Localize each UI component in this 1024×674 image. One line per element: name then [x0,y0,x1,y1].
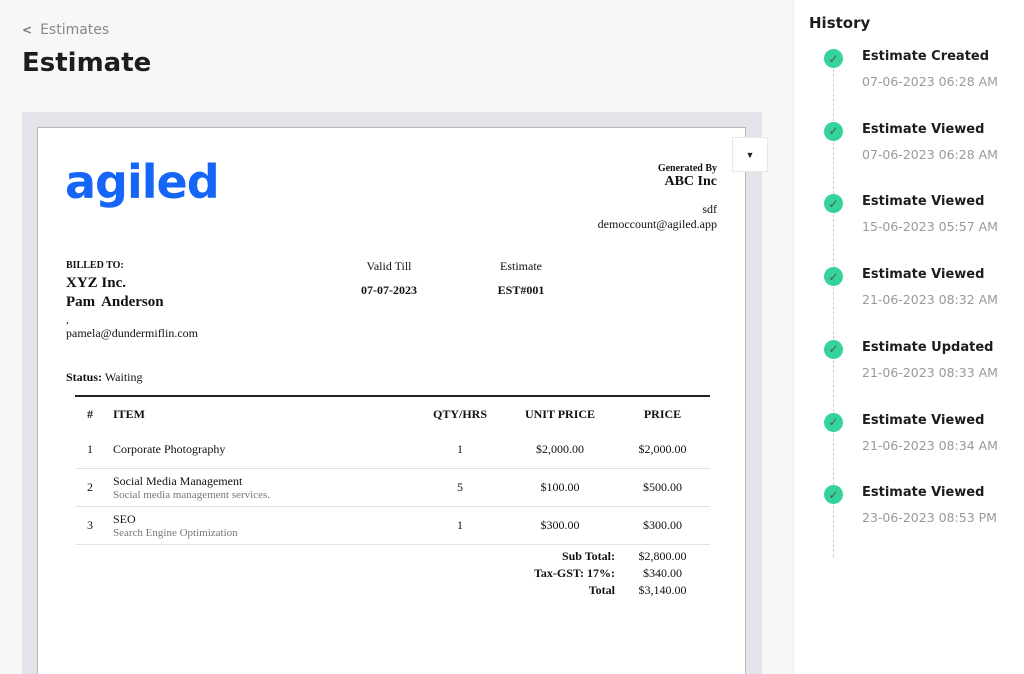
estimate-paper: ▼ agiled Generated By ABC Inc sdf democco… [37,127,768,674]
event-date: 15-06-2023 05:57 AM [862,219,998,235]
caret-down-icon: ▼ [745,149,755,160]
col-item: ITEM [113,406,146,421]
total-value: $3,140.00 [638,583,687,597]
back-to-estimates-link[interactable]: < Estimates [22,22,109,38]
total-value: $340.00 [643,566,682,580]
estimate-number: Estimate EST#001 [488,259,554,298]
check-circle-icon: ✓ [824,412,843,432]
event-title: Estimate Updated [862,339,994,355]
billed-to-label: BILLED TO: [66,260,124,271]
check-circle-icon: ✓ [824,49,843,68]
item-price: $2,000.00 [638,442,687,456]
row-number: 1 [87,442,93,456]
status: Status: Waiting [66,370,143,385]
table-header: # ITEM QTY/HRS UNIT PRICE PRICE [75,397,710,431]
item-cell: SEO Search Engine Optimization [113,512,415,539]
document-preview: ▼ agiled Generated By ABC Inc sdf democco… [22,112,768,674]
company-address: sdf [702,202,717,216]
chevron-left-icon: < [22,23,33,37]
table-row: 2 Social Media Management Social media ma… [75,469,710,507]
event-date: 21-06-2023 08:33 AM [862,364,998,380]
event-title: Estimate Viewed [862,121,985,137]
event-title: Estimate Viewed [862,194,985,210]
total-value: $2,800.00 [638,549,687,563]
total-label: Tax-GST: 17%: [533,566,615,580]
item-unit-price: $100.00 [540,480,580,494]
options-dropdown-button[interactable]: ▼ [732,137,768,172]
event-date: 21-06-2023 08:32 AM [862,292,998,308]
timeline-connector [833,141,834,194]
check-circle-icon: ✓ [824,121,843,141]
timeline-connector [833,69,834,121]
col-number: # [87,406,93,421]
client-email: pamela@dundermiflin.com [66,326,199,340]
total-row: Total $3,140.00 [75,582,710,599]
row-number: 3 [87,518,93,532]
item-qty: 1 [457,442,463,456]
event-date: 07-06-2023 06:28 AM [862,74,998,89]
check-circle-icon: ✓ [824,339,843,359]
page-title: Estimate [22,48,152,78]
timeline-connector [833,432,834,485]
item-description: Search Engine Optimization [113,527,238,539]
item-price: $300.00 [643,518,682,532]
event-date: 07-06-2023 06:28 AM [862,146,998,162]
client-name: Pam Anderson [66,294,164,310]
event-title: Estimate Viewed [862,485,985,501]
history-title: History [809,14,871,32]
item-unit-price: $2,000.00 [536,442,584,456]
client-separator: , [66,314,69,326]
table-row: 1 Corporate Photography 1 $2,000.00 $2,0… [75,431,710,469]
estimate-label: Estimate [500,259,542,273]
event-title: Estimate Created [862,49,990,64]
check-circle-icon: ✓ [824,194,843,214]
item-cell: Corporate Photography [113,442,415,457]
billed-to: BILLED TO: XYZ Inc. Pam Anderson , pamel… [66,260,198,341]
item-name: Social Media Management [113,474,243,488]
event-date: 23-06-2023 08:53 PM [862,510,997,526]
items-table: # ITEM QTY/HRS UNIT PRICE PRICE 1 Corpor… [75,395,710,599]
valid-till-label: Valid Till [366,259,412,273]
table-row: 3 SEO Search Engine Optimization 1 $300.0… [75,507,710,545]
estimate-number-value: EST#001 [497,283,545,297]
item-name: Corporate Photography [113,442,226,456]
generated-by: Generated By ABC Inc sdf democcount@agile… [598,163,717,232]
generated-by-label: Generated By [657,163,717,174]
total-label: Total [588,583,615,597]
history-panel: History ✓ Estimate Created 07-06-2023 06… [793,0,1024,674]
item-cell: Social Media Management Social media mana… [113,474,415,501]
timeline-connector [833,287,834,340]
item-qty: 1 [457,518,463,532]
item-name: SEO [113,512,136,526]
event-title: Estimate Viewed [862,412,985,428]
item-description: Social media management services. [113,489,270,501]
event-title: Estimate Viewed [862,267,985,283]
timeline-connector [833,505,834,558]
total-label: Sub Total: [561,549,615,563]
back-label: Estimates [40,22,110,38]
total-row: Sub Total: $2,800.00 [75,548,710,565]
timeline-connector [833,214,834,267]
item-price: $500.00 [643,480,682,494]
agiled-logo: agiled [65,155,220,209]
col-unit-price: UNIT PRICE [524,406,596,421]
col-qty: QTY/HRS [432,406,487,421]
item-qty: 5 [457,480,463,494]
valid-till-value: 07-07-2023 [361,283,417,297]
check-circle-icon: ✓ [824,267,843,287]
valid-till: Valid Till 07-07-2023 [356,259,422,298]
company-email: democcount@agiled.app [597,217,717,231]
row-number: 2 [87,480,93,494]
event-date: 21-06-2023 08:34 AM [862,437,998,453]
status-label: Status: [66,370,103,384]
client-company: XYZ Inc. [66,275,127,291]
total-row: Tax-GST: 17%: $340.00 [75,565,710,582]
timeline-connector [833,359,834,412]
check-circle-icon: ✓ [824,485,843,505]
company-name: ABC Inc [664,174,717,189]
status-value: Waiting [104,370,143,384]
item-unit-price: $300.00 [540,518,580,532]
col-price: PRICE [643,406,682,421]
